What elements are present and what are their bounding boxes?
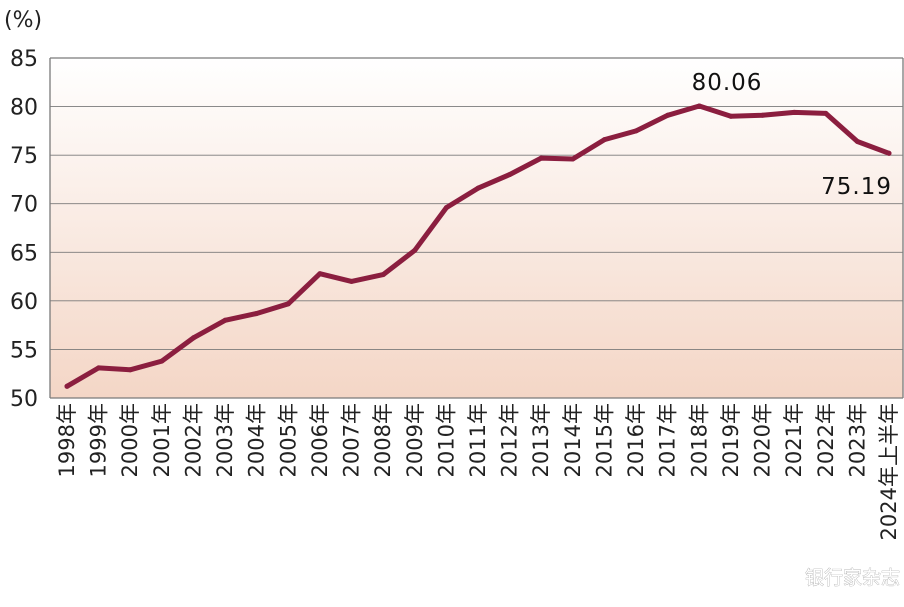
x-tick-label: 2014年 xyxy=(561,403,585,477)
x-tick-label: 2018年 xyxy=(687,403,711,477)
x-tick-label: 2002年 xyxy=(181,403,205,477)
x-tick-label: 2016年 xyxy=(624,403,648,477)
y-axis-unit-label: (%) xyxy=(4,8,42,33)
data-point xyxy=(570,156,576,162)
data-point xyxy=(760,112,765,118)
x-tick-label: 2022年 xyxy=(814,403,838,477)
data-point xyxy=(159,358,165,364)
x-tick-label: 2021年 xyxy=(782,403,806,477)
data-point xyxy=(602,137,607,143)
x-tick-label: 2000年 xyxy=(118,403,142,477)
x-tick-label: 2007年 xyxy=(340,403,364,477)
data-point xyxy=(443,205,449,211)
series-group xyxy=(64,103,892,389)
y-tick-label: 80 xyxy=(10,96,38,121)
x-tick-label: 2009年 xyxy=(403,403,427,477)
data-point xyxy=(127,367,133,373)
x-tick-label: 1998年 xyxy=(55,403,79,477)
data-point xyxy=(285,301,291,307)
x-tick-label: 2024年上半年 xyxy=(877,403,901,540)
y-tick-label: 60 xyxy=(10,290,38,315)
data-point xyxy=(380,272,386,278)
x-tick-label: 2013年 xyxy=(529,403,553,477)
data-point xyxy=(854,139,860,144)
y-tick-label: 70 xyxy=(10,193,38,218)
x-tick-label: 2020年 xyxy=(751,403,775,477)
data-point xyxy=(349,278,354,284)
x-tick-label: 2012年 xyxy=(498,403,522,477)
y-tick-label: 50 xyxy=(10,387,38,412)
last-value-annotation: 75.19 xyxy=(821,174,892,200)
x-tick-label: 2019年 xyxy=(719,403,743,477)
x-tick-label: 2008年 xyxy=(371,403,395,477)
data-point xyxy=(665,112,671,118)
peak-annotation: 80.06 xyxy=(692,70,763,96)
data-point xyxy=(475,185,481,191)
x-tick-label: 2017年 xyxy=(656,403,680,477)
y-tick-label: 55 xyxy=(10,338,38,363)
data-point xyxy=(507,172,513,178)
y-axis-ticks: 50 55 60 65 70 75 80 85 xyxy=(10,47,38,412)
data-point xyxy=(412,247,418,253)
data-point xyxy=(728,113,734,119)
y-tick-label: 65 xyxy=(10,241,38,266)
x-tick-label: 2003年 xyxy=(213,403,237,477)
data-point xyxy=(886,150,892,156)
x-tick-label: 2006年 xyxy=(308,403,332,477)
watermark: 银行家杂志 xyxy=(805,567,900,589)
x-tick-label: 2015年 xyxy=(592,403,616,477)
data-point xyxy=(254,311,260,316)
data-point xyxy=(791,109,797,115)
y-tick-label: 75 xyxy=(10,144,38,169)
x-tick-label: 2023年 xyxy=(845,403,869,477)
data-point xyxy=(633,128,639,134)
x-tick-label: 1999年 xyxy=(87,403,111,477)
data-point xyxy=(317,271,323,277)
x-tick-label: 2010年 xyxy=(434,403,458,477)
y-tick-label: 85 xyxy=(10,47,38,72)
data-point xyxy=(696,103,702,109)
x-tick-label: 2005年 xyxy=(276,403,300,477)
x-tick-label: 2001年 xyxy=(150,403,174,477)
x-tick-label: 2011年 xyxy=(466,403,490,477)
data-point xyxy=(222,317,228,323)
data-point xyxy=(64,383,70,389)
data-point xyxy=(538,155,544,161)
grid-lines xyxy=(49,57,904,399)
data-point xyxy=(191,335,196,341)
data-point xyxy=(823,110,829,116)
x-tick-label: 2004年 xyxy=(245,403,269,477)
data-point xyxy=(96,365,102,371)
x-axis-ticks: 1998年 1999年 2000年 2001年 2002年 2003年 2004年 2005年… xyxy=(55,403,901,540)
